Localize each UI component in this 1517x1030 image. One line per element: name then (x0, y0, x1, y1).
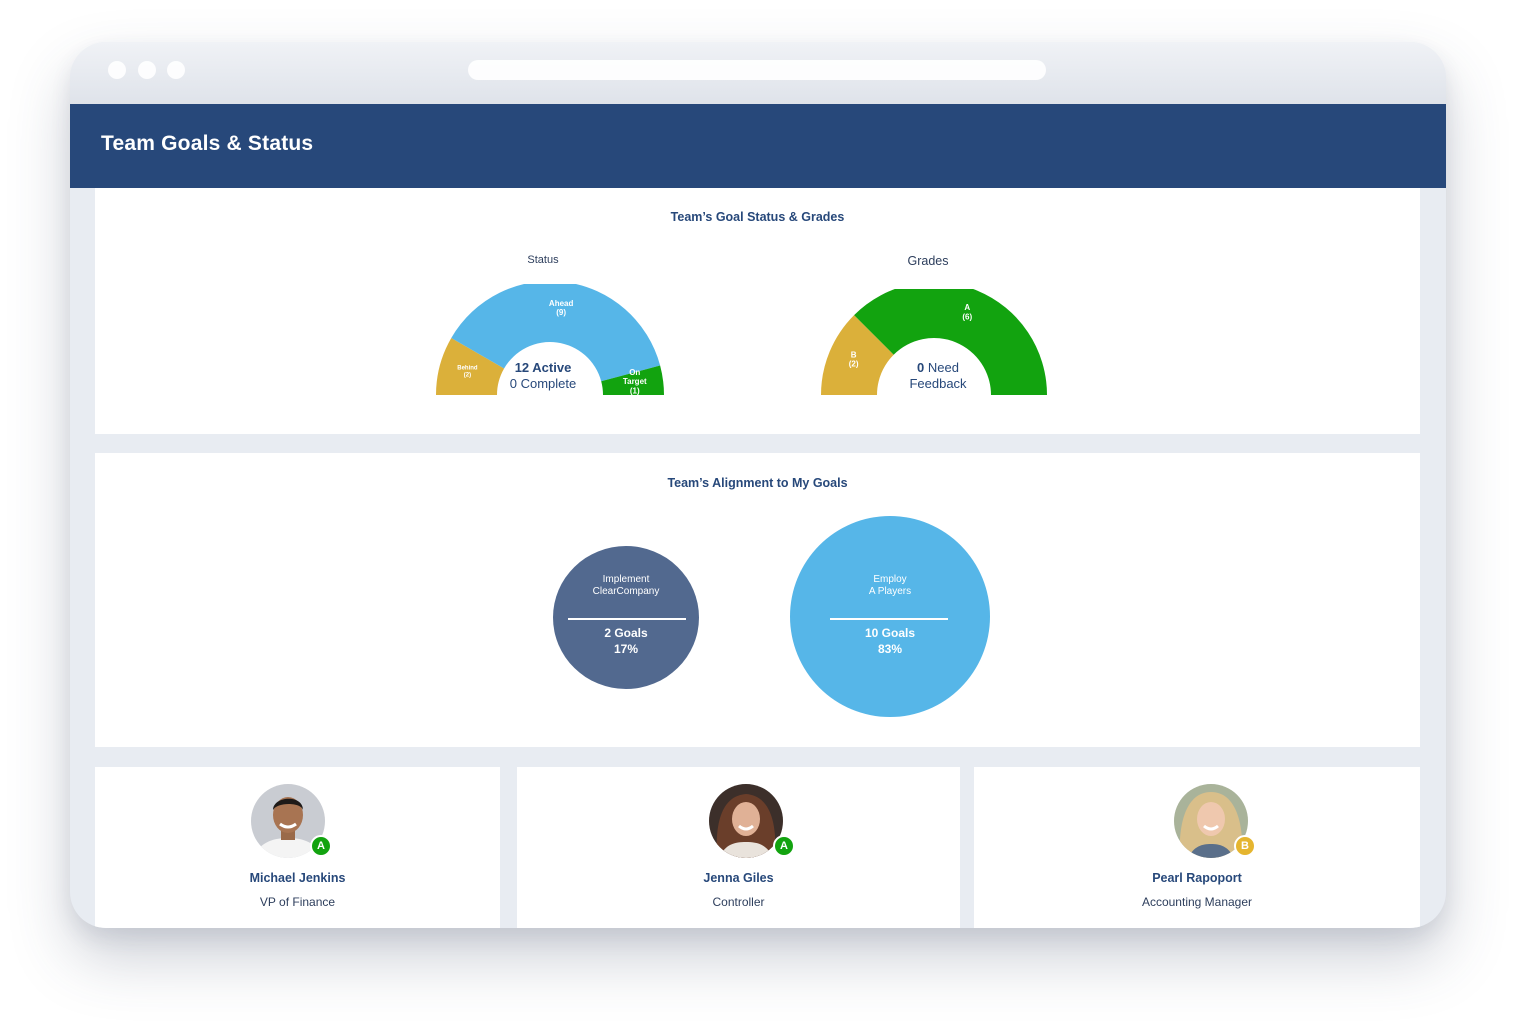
bubble-divider (830, 618, 948, 620)
feedback-label: Feedback (909, 376, 967, 391)
team-member-name: Jenna Giles (703, 871, 774, 885)
grades-gauge-label-b: B (2) (849, 350, 859, 368)
team-member-name: Michael Jenkins (249, 871, 346, 885)
grade-badge: A (310, 835, 332, 857)
page-title: Team Goals & Status (101, 132, 314, 155)
complete-count: 0 Complete (509, 376, 577, 391)
alignment-panel: Team’s Alignment to My Goals Implement C… (95, 453, 1420, 747)
status-gauge-center: 12 Active 0 Complete (497, 360, 589, 392)
status-gauge-label-behind: Behind (2) (457, 366, 478, 379)
window-close-dot[interactable] (108, 61, 126, 79)
status-gauge-label-ahead: Ahead (9) (549, 299, 574, 317)
avatar (1174, 784, 1248, 858)
status-gauge: Behind (2) Ahead (9) On Target (1) (436, 284, 664, 395)
grade-badge: A (773, 835, 795, 857)
team-member-card[interactable]: A Jenna Giles Controller (517, 767, 960, 928)
bubble-goal-percent: 17% (613, 642, 639, 656)
team-member-card[interactable]: B Pearl Rapoport Accounting Manager (974, 767, 1420, 928)
status-gauge-segment-on-target[interactable] (601, 365, 664, 395)
team-member-role: VP of Finance (259, 895, 336, 909)
team-member-card[interactable]: A Michael Jenkins VP of Finance (95, 767, 500, 928)
bubble-goal-percent: 83% (877, 642, 903, 656)
grades-gauge-label: Grades (907, 254, 949, 268)
alignment-panel-title: Team’s Alignment to My Goals (667, 476, 848, 490)
bubble-goal-name-line1: Implement (602, 574, 650, 585)
bubble-goal-name-line2: ClearCompany (592, 586, 660, 597)
grades-gauge-segment-b[interactable] (821, 315, 894, 395)
grades-gauge-center: 0 Need Feedback (888, 360, 988, 392)
status-gauge-segment-ahead[interactable] (451, 284, 661, 382)
grades-gauge: B (2) A (6) (821, 289, 1047, 395)
status-gauge-segment-behind[interactable] (436, 338, 505, 395)
goal-bubble-employ-a-players[interactable]: Employ A Players 10 Goals 83% (790, 516, 990, 717)
app-window: Team Goals & Status Team’s Goal Status &… (70, 42, 1446, 928)
window-minimize-dot[interactable] (138, 61, 156, 79)
need-feedback-word: Need (927, 360, 959, 375)
status-gauge-label-on-target: On Target (1) (623, 368, 647, 395)
bubble-divider (568, 618, 686, 620)
goal-bubble-implement-clearcompany[interactable]: Implement ClearCompany 2 Goals 17% (553, 546, 699, 689)
team-member-name: Pearl Rapoport (1152, 871, 1242, 885)
goal-status-panel-title: Team’s Goal Status & Grades (670, 210, 845, 224)
avatar (709, 784, 783, 858)
goal-status-panel: Team’s Goal Status & Grades Status Behin… (95, 188, 1420, 434)
grades-gauge-label-a: A (6) (962, 303, 972, 321)
address-bar[interactable] (468, 60, 1046, 80)
bubble-goal-name-line2: A Players (868, 586, 912, 597)
bubble-goal-count: 2 Goals (604, 626, 648, 640)
grade-badge: B (1234, 835, 1256, 857)
bubble-goal-name-line1: Employ (873, 574, 907, 585)
window-maximize-dot[interactable] (167, 61, 185, 79)
need-feedback-count: 0 (917, 360, 925, 375)
team-member-role: Accounting Manager (1141, 895, 1253, 909)
active-count: 12 Active (514, 360, 572, 375)
page-header: Team Goals & Status (70, 104, 1446, 188)
team-member-role: Controller (712, 895, 765, 909)
bubble-goal-count: 10 Goals (864, 626, 916, 640)
grades-gauge-segment-a[interactable] (854, 289, 1047, 395)
browser-chrome (70, 42, 1446, 104)
status-gauge-label: Status (527, 254, 559, 266)
